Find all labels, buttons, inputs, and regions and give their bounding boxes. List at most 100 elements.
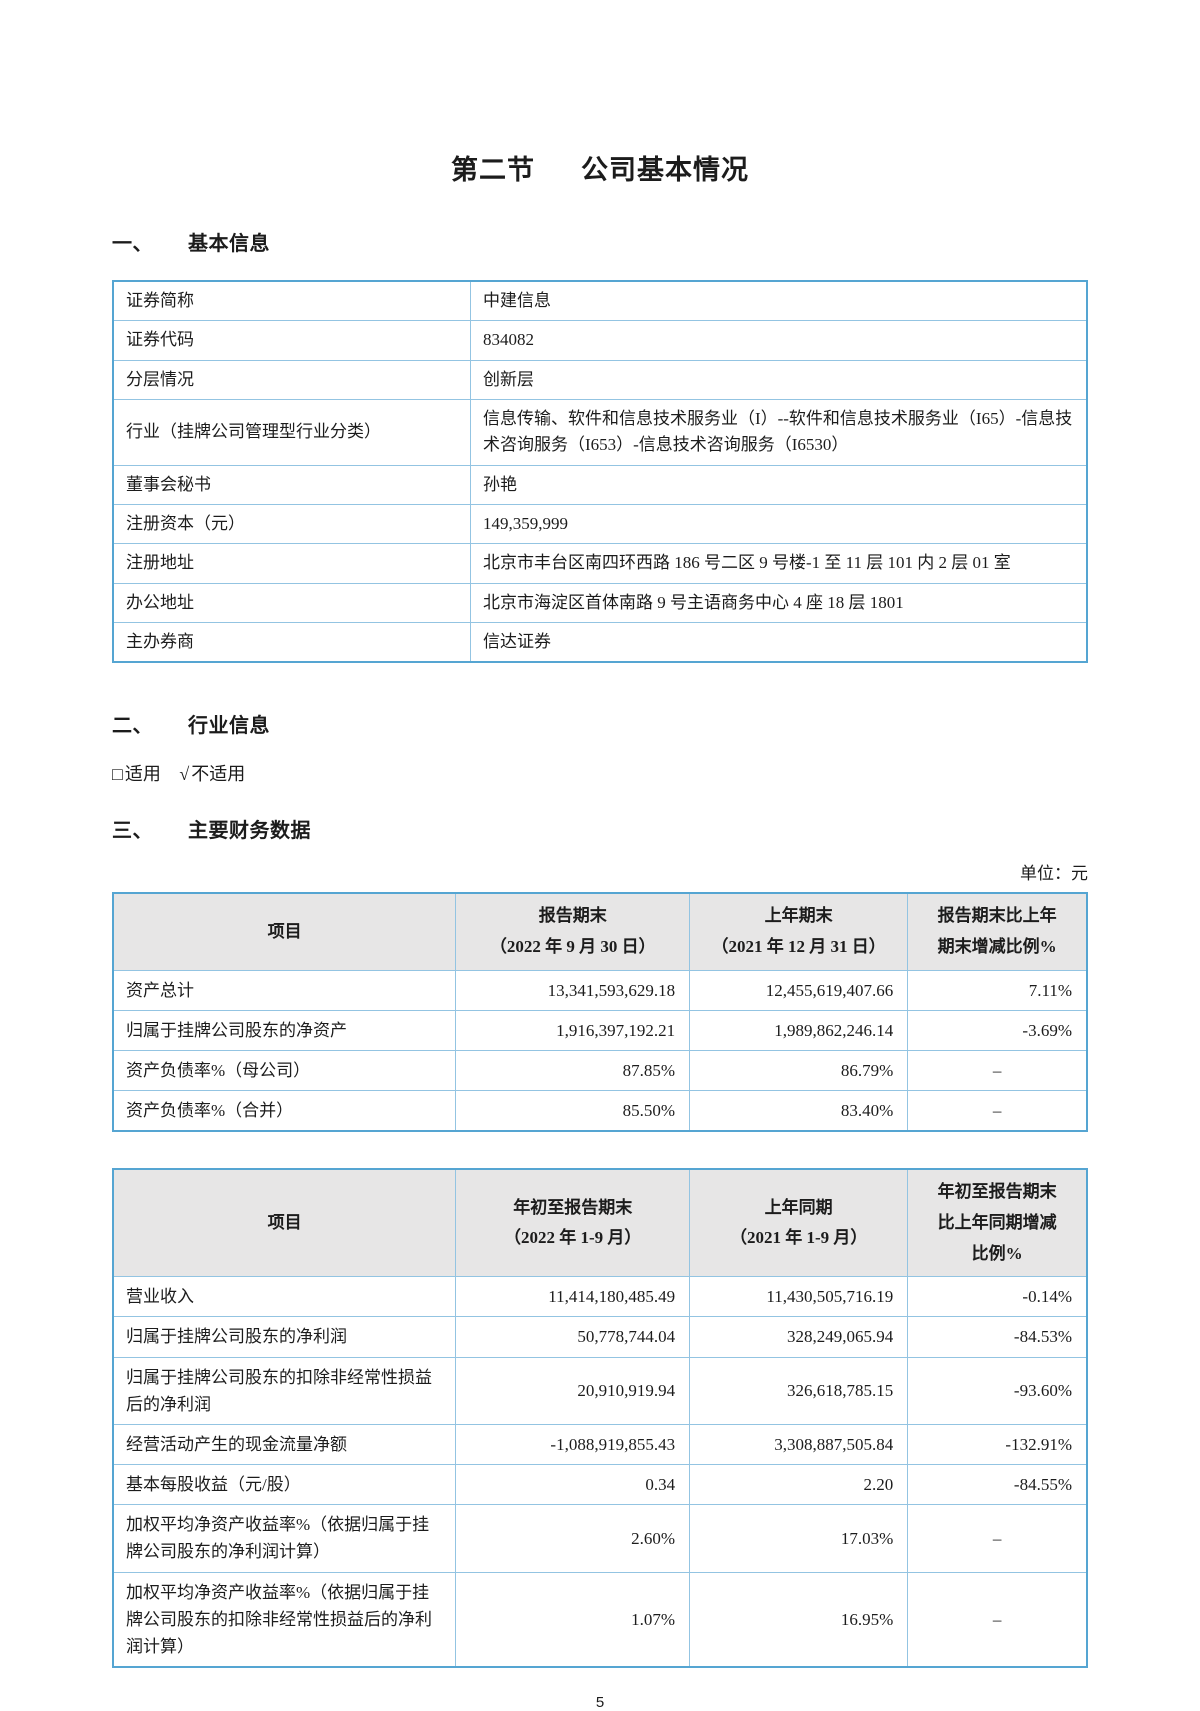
metric-value: 11,414,180,485.49 xyxy=(455,1276,691,1318)
applicable-label: 适用 xyxy=(124,764,161,785)
metric-value: -84.53% xyxy=(907,1316,1088,1358)
metric-label: 资产负债率%（合并） xyxy=(112,1090,457,1132)
metric-label: 归属于挂牌公司股东的净利润 xyxy=(112,1316,457,1358)
metric-value: 16.95% xyxy=(689,1571,909,1668)
table-row: 注册地址 北京市丰台区南四环西路 186 号二区 9 号楼-1 至 11 层 10… xyxy=(112,543,1088,584)
field-label: 证券代码 xyxy=(112,320,471,361)
field-value: 信达证券 xyxy=(469,622,1088,663)
metric-value: 1,989,862,246.14 xyxy=(689,1009,909,1052)
field-value: 中建信息 xyxy=(469,280,1088,322)
metric-value: 12,455,619,407.66 xyxy=(689,969,909,1011)
metric-value: 326,618,785.15 xyxy=(689,1356,909,1425)
metric-row: 经营活动产生的现金流量净额 -1,088,919,855.43 3,308,887,… xyxy=(112,1423,1088,1466)
metric-value: 20,910,919.94 xyxy=(455,1356,691,1425)
column-header: 上年期末 （2021 年 12 月 31 日） xyxy=(689,892,909,971)
metric-value: 0.34 xyxy=(455,1464,691,1506)
metric-row: 加权平均净资产收益率%（依据归属于挂牌公司股东的净利润计算） 2.60% 17.03… xyxy=(112,1504,1088,1573)
field-label: 主办券商 xyxy=(112,622,471,663)
section-heading-industry-info: 二、 行业信息 xyxy=(112,709,1088,738)
metric-value: 87.85% xyxy=(455,1049,691,1092)
field-label: 行业（挂牌公司管理型行业分类） xyxy=(112,399,471,466)
metric-value: 50,778,744.04 xyxy=(455,1316,691,1358)
field-label: 证券简称 xyxy=(112,280,471,322)
checkbox-unchecked-icon: □ xyxy=(112,764,123,785)
metric-value: 1,916,397,192.21 xyxy=(455,1009,691,1052)
field-label: 注册资本（元） xyxy=(112,504,471,545)
applicable-option: □ 适用 xyxy=(112,764,161,784)
metric-value: -0.14% xyxy=(907,1276,1088,1318)
table-row: 董事会秘书 孙艳 xyxy=(112,464,1088,506)
not-applicable-option: √ 不适用 xyxy=(179,764,245,784)
metric-value: 1.07% xyxy=(455,1571,691,1668)
checkmark-icon: √ xyxy=(179,764,190,785)
metric-label: 营业收入 xyxy=(112,1276,457,1318)
column-header: 上年同期 （2021 年 1-9 月） xyxy=(689,1168,909,1278)
section-index: 一、 xyxy=(112,233,153,255)
metric-label: 加权平均净资产收益率%（依据归属于挂牌公司股东的净利润计算） xyxy=(112,1504,457,1573)
metric-value: 2.60% xyxy=(455,1504,691,1573)
metric-value: 11,430,505,716.19 xyxy=(689,1276,909,1318)
metric-value: 13,341,593,629.18 xyxy=(455,969,691,1011)
metric-row: 资产总计 13,341,593,629.18 12,455,619,407.66 7.… xyxy=(112,969,1088,1011)
metric-label: 经营活动产生的现金流量净额 xyxy=(112,1423,457,1466)
column-header: 年初至报告期末 比上年同期增减 比例% xyxy=(907,1168,1088,1278)
metric-row: 归属于挂牌公司股东的净资产 1,916,397,192.21 1,989,862,2… xyxy=(112,1009,1088,1052)
field-value: 创新层 xyxy=(469,359,1088,401)
section-heading-financial-data: 三、 主要财务数据 xyxy=(112,814,1088,843)
metric-row: 资产负债率%（合并） 85.50% 83.40% – xyxy=(112,1090,1088,1132)
table-row: 主办券商 信达证券 xyxy=(112,622,1088,663)
column-header: 报告期末比上年 期末增减比例% xyxy=(907,892,1088,971)
metric-value: – xyxy=(907,1049,1088,1092)
header-row: 项目 报告期末 （2022 年 9 月 30 日） 上年期末 （2021 年 12 月 … xyxy=(112,892,1088,971)
metric-value: – xyxy=(907,1090,1088,1132)
section-index: 二、 xyxy=(112,715,153,738)
section-heading-basic-info: 一、 基本信息 xyxy=(112,227,1088,256)
metric-value: – xyxy=(907,1504,1088,1573)
header-row: 项目 年初至报告期末 （2022 年 1-9 月） 上年同期 （2021 年 1-9 月… xyxy=(112,1168,1088,1278)
section-label: 基本信息 xyxy=(188,233,270,255)
metric-label: 资产负债率%（母公司） xyxy=(112,1049,457,1092)
metric-value: -3.69% xyxy=(907,1009,1088,1052)
field-label: 分层情况 xyxy=(112,359,471,401)
metric-row: 资产负债率%（母公司） 87.85% 86.79% – xyxy=(112,1049,1088,1092)
metric-row: 营业收入 11,414,180,485.49 11,430,505,716.19 -0… xyxy=(112,1276,1088,1318)
page-title-section-number: 第二节 xyxy=(451,155,535,185)
section-index: 三、 xyxy=(112,820,153,843)
metric-row: 归属于挂牌公司股东的净利润 50,778,744.04 328,249,065.94… xyxy=(112,1316,1088,1358)
financial-table-ytd: 项目 年初至报告期末 （2022 年 1-9 月） 上年同期 （2021 年 1-9 月… xyxy=(112,1168,1088,1669)
metric-label: 资产总计 xyxy=(112,969,457,1011)
metric-value: 86.79% xyxy=(689,1049,909,1092)
table-row: 证券简称 中建信息 xyxy=(112,280,1088,322)
column-header: 项目 xyxy=(112,1168,457,1278)
metric-value: 83.40% xyxy=(689,1090,909,1132)
table-row: 行业（挂牌公司管理型行业分类） 信息传输、软件和信息技术服务业（I）--软件和信息… xyxy=(112,399,1088,466)
field-value: 834082 xyxy=(469,320,1088,361)
metric-value: 17.03% xyxy=(689,1504,909,1573)
field-label: 办公地址 xyxy=(112,582,471,624)
metric-label: 归属于挂牌公司股东的净资产 xyxy=(112,1009,457,1052)
page-title: 第二节 公司基本情况 xyxy=(112,148,1088,187)
metric-value: -132.91% xyxy=(907,1423,1088,1466)
metric-value: -84.55% xyxy=(907,1464,1088,1506)
applicability-row: □ 适用 √ 不适用 xyxy=(112,760,1088,786)
metric-value: -93.60% xyxy=(907,1356,1088,1425)
table-row: 注册资本（元） 149,359,999 xyxy=(112,504,1088,545)
metric-value: -1,088,919,855.43 xyxy=(455,1423,691,1466)
metric-row: 加权平均净资产收益率%（依据归属于挂牌公司股东的扣除非经常性损益后的净利润计算）… xyxy=(112,1571,1088,1668)
field-label: 注册地址 xyxy=(112,543,471,584)
not-applicable-label: 不适用 xyxy=(191,764,246,785)
basic-info-table: 证券简称 中建信息 证券代码 834082 分层情况 创新层 行业（挂牌公司管理型行业分类）… xyxy=(112,280,1088,664)
metric-row: 基本每股收益（元/股） 0.34 2.20 -84.55% xyxy=(112,1464,1088,1506)
field-label: 董事会秘书 xyxy=(112,464,471,506)
metric-value: 3,308,887,505.84 xyxy=(689,1423,909,1466)
metric-value: 328,249,065.94 xyxy=(689,1316,909,1358)
metric-value: 7.11% xyxy=(907,969,1088,1011)
field-value: 北京市丰台区南四环西路 186 号二区 9 号楼-1 至 11 层 101 内 … xyxy=(469,543,1088,584)
page-title-text: 公司基本情况 xyxy=(581,155,749,185)
unit-label: 单位：元 xyxy=(1020,864,1088,884)
field-value: 北京市海淀区首体南路 9 号主语商务中心 4 座 18 层 1801 xyxy=(469,582,1088,624)
column-header: 项目 xyxy=(112,892,457,971)
section-label: 行业信息 xyxy=(188,715,270,738)
metric-value: 2.20 xyxy=(689,1464,909,1506)
